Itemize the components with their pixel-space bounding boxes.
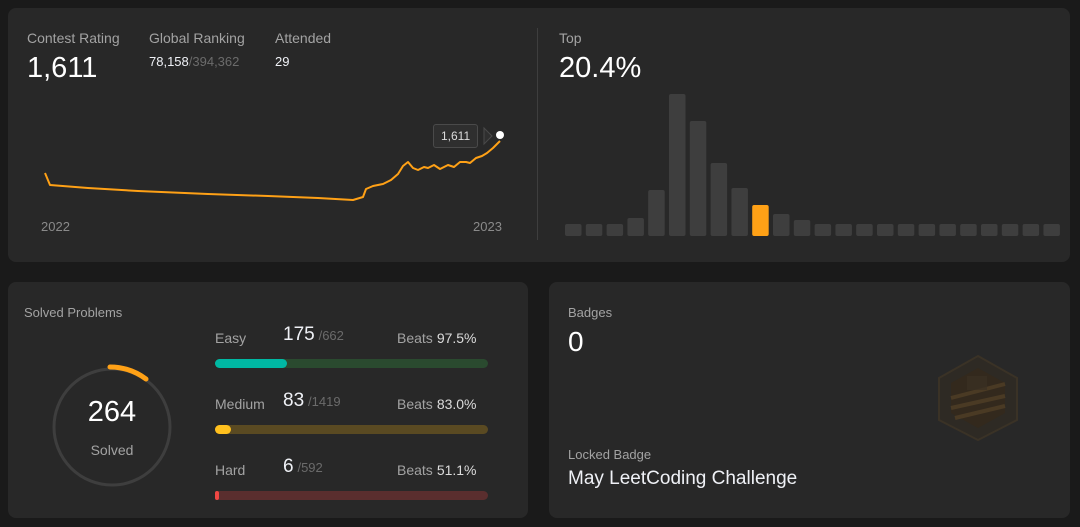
contest-card: Contest Rating 1,611 Global Ranking 78,1…	[8, 8, 1070, 262]
rating-distribution-histogram[interactable]	[8, 8, 1070, 262]
histogram-bar[interactable]	[585, 224, 603, 236]
badges-card: Badges 0 Locked Badge May LeetCoding Cha…	[549, 282, 1070, 518]
histogram-bar[interactable]	[856, 224, 873, 236]
medium-total: /1419	[308, 394, 341, 409]
contest-rating-label: Contest Rating	[27, 30, 120, 46]
hard-solved: 6	[283, 456, 294, 477]
easy-beats: Beats 97.5%	[397, 330, 477, 346]
easy-progress-fill	[215, 359, 288, 368]
histogram-bar[interactable]	[731, 188, 748, 236]
attended-label: Attended	[275, 30, 332, 46]
global-ranking-label: Global Ranking	[149, 30, 245, 46]
medium-beats: Beats 83.0%	[397, 396, 477, 412]
vertical-divider	[537, 28, 538, 240]
hard-beats-label: Beats	[397, 462, 433, 478]
top-value: 20.4%	[559, 52, 642, 84]
hard-count: 6 /592	[283, 456, 323, 478]
ring-progress-arc	[107, 364, 149, 382]
easy-progress-bar	[215, 359, 488, 368]
solved-total-label: Solved	[90, 442, 134, 458]
histogram-bar[interactable]	[565, 224, 582, 236]
histogram-bar[interactable]	[1022, 224, 1040, 236]
hard-progress-bar	[215, 491, 488, 500]
easy-count: 175 /662	[283, 324, 344, 346]
hard-label: Hard	[215, 462, 246, 478]
histogram-bar[interactable]	[814, 224, 832, 236]
solved-problems-card: Solved Problems 264 Solved Easy 175 /662…	[8, 282, 528, 518]
year-start-label: 2022	[41, 219, 70, 234]
locked-badge-label: Locked Badge	[568, 447, 652, 462]
histogram-bar[interactable]	[1001, 224, 1019, 236]
histogram-bar[interactable]	[918, 224, 936, 236]
hard-beats-value: 51.1%	[436, 462, 477, 478]
histogram-bar[interactable]	[897, 224, 915, 236]
rating-current-point[interactable]	[496, 131, 504, 139]
attended-value: 29	[275, 54, 290, 69]
top-label: Top	[559, 30, 582, 46]
badge-stripes	[950, 382, 1006, 420]
badges-label: Badges	[568, 305, 613, 320]
rating-line	[44, 140, 501, 201]
easy-beats-label: Beats	[397, 330, 433, 346]
hard-progress-fill	[215, 491, 220, 500]
medium-label: Medium	[215, 396, 265, 412]
histogram-bar-current[interactable]	[752, 205, 769, 236]
solved-total: 264	[87, 396, 137, 428]
hard-beats: Beats 51.1%	[397, 462, 477, 478]
histogram-bar[interactable]	[981, 224, 998, 236]
rating-tooltip: 1,611	[433, 124, 479, 148]
easy-beats-value: 97.5%	[436, 330, 477, 346]
histogram-bar[interactable]	[960, 224, 977, 236]
histogram-bar[interactable]	[710, 163, 728, 236]
locked-badge-name[interactable]: May LeetCoding Challenge	[568, 468, 798, 489]
contest-rating-value: 1,611	[27, 52, 98, 84]
histogram-bar[interactable]	[939, 224, 956, 236]
medium-beats-value: 83.0%	[436, 396, 477, 412]
solved-progress-ring	[52, 364, 172, 487]
histogram-bar[interactable]	[627, 218, 644, 236]
medium-solved: 83	[283, 390, 305, 411]
histogram-bar[interactable]	[606, 224, 624, 236]
histogram-bar[interactable]	[648, 190, 665, 236]
tooltip-arrow	[483, 126, 493, 146]
easy-solved: 175	[283, 324, 315, 345]
ranking-value: 78,158	[149, 54, 189, 69]
hexagon-badge-icon[interactable]	[937, 354, 1019, 442]
easy-total: /662	[318, 328, 344, 343]
ranking-total: /394,362	[188, 54, 240, 69]
histogram-bar[interactable]	[877, 224, 894, 236]
badge-hexagon-inner	[951, 368, 1005, 428]
medium-count: 83 /1419	[283, 390, 341, 412]
histogram-bar[interactable]	[689, 121, 707, 236]
medium-progress-fill	[215, 425, 231, 434]
histogram-bar[interactable]	[835, 224, 852, 236]
easy-label: Easy	[215, 330, 247, 346]
badge-shine	[967, 376, 987, 390]
solved-problems-title: Solved Problems	[24, 305, 123, 320]
histogram-bar[interactable]	[773, 214, 790, 236]
global-ranking-value: 78,158/394,362	[149, 54, 239, 69]
histogram-bar[interactable]	[793, 220, 811, 236]
year-end-label: 2023	[473, 219, 502, 234]
hard-total: /592	[297, 460, 323, 475]
rating-history-chart[interactable]	[8, 8, 528, 262]
histogram-bar[interactable]	[1043, 224, 1060, 236]
medium-progress-bar	[215, 425, 488, 434]
histogram-bar[interactable]	[669, 94, 686, 236]
badges-count: 0	[568, 326, 584, 357]
medium-beats-label: Beats	[397, 396, 433, 412]
